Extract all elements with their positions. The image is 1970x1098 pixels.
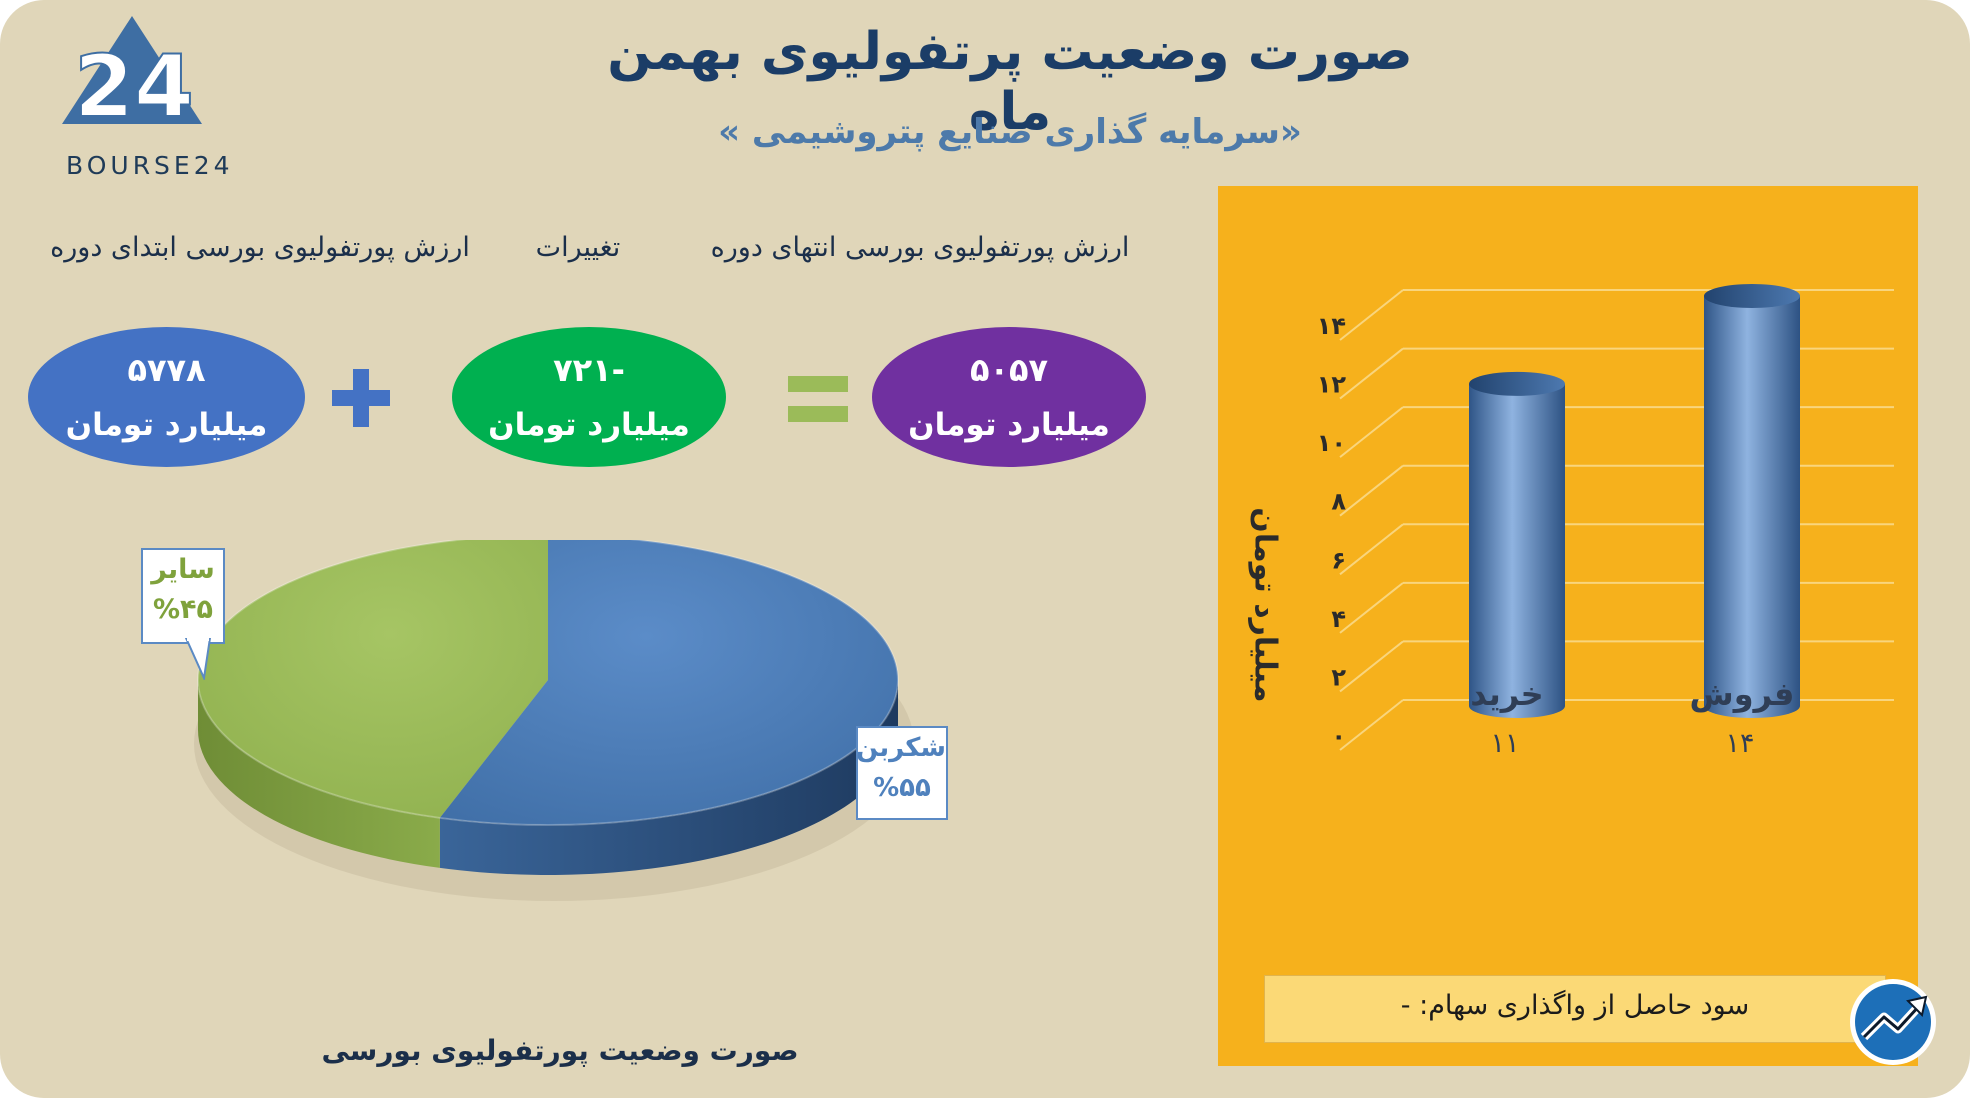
x-category-label: فروش [1690, 675, 1795, 713]
bar-top-1 [1704, 284, 1800, 308]
page-title: صورت وضعیت پرتفولیوی بهمن ماه [607, 22, 1413, 142]
y-tick-label: ۱۰ [1317, 429, 1346, 457]
end-value-unit: میلیارد تومان [908, 407, 1110, 443]
x-category-label: خرید [1470, 675, 1543, 713]
bar-0 [1469, 383, 1565, 718]
pie-slice-shekarban [439, 540, 898, 825]
pie-rim [197, 540, 899, 826]
start-value-number: ۵۷۷۸ [127, 351, 206, 389]
profit-from-sale-box: سود حاصل از واگذاری سهام: - [1264, 975, 1886, 1043]
bar-value-label: ۱۴ [1725, 728, 1754, 759]
logo-text: BOURSE24 [66, 151, 234, 180]
end-value-number: ۵۰۵۷ [969, 351, 1049, 389]
shekarban-slice-percent: %۵۵ [873, 773, 931, 803]
logo-mark: 24 [74, 37, 194, 137]
change-unit: میلیارد تومان [488, 407, 690, 443]
shekarban-slice-callout: شکربن %۵۵ [856, 726, 948, 820]
bar-value-label: ۱۱ [1490, 728, 1519, 759]
grid-diagonal [1339, 347, 1404, 400]
other-slice-callout: سایر %۴۵ [141, 548, 225, 644]
grid-diagonal [1339, 582, 1404, 634]
pie-slice-other [198, 540, 548, 818]
page-subtitle: «سرمایه گذاری صنایع پتروشیمی » [718, 112, 1302, 152]
other-callout-pointer [184, 638, 212, 680]
bar-1 [1704, 296, 1800, 718]
change-number: -۷۲۱ [553, 351, 625, 389]
start-value-label: ارزش پورتفولیوی بورسی ابتدای دوره [50, 232, 470, 263]
y-tick-label: ۰ [1331, 722, 1346, 750]
equals-icon [788, 376, 848, 422]
y-tick-label: ۶ [1331, 546, 1346, 574]
grid-diagonal [1339, 640, 1404, 693]
plus-icon [332, 369, 390, 427]
bourse24-logo: 24 [62, 16, 202, 138]
trend-up-icon [1850, 979, 1936, 1065]
shekarban-slice-label: شکربن [855, 733, 946, 763]
grid-diagonal [1339, 289, 1404, 341]
end-value-oval: ۵۰۵۷ میلیارد تومان [872, 327, 1146, 467]
buy-sell-bar-chart: ۰ ۲ ۴ ۶ ۸ ۱۰ ۱۲ ۱۴ خرید ۱۱ فروش ۱۴ [1317, 284, 1894, 759]
start-value-oval: ۵۷۷۸ میلیارد تومان [28, 327, 305, 467]
grid-diagonal [1339, 464, 1404, 517]
pie-side-shekarban [439, 680, 898, 875]
end-value-label: ارزش پورتفولیوی بورسی انتهای دوره [710, 232, 1130, 263]
pie-chart-caption: صورت وضعیت پورتفولیوی بورسی [321, 1034, 799, 1067]
other-slice-label: سایر [151, 554, 215, 585]
start-value-unit: میلیارد تومان [65, 407, 268, 443]
grid-diagonal [1339, 523, 1404, 576]
grid-diagonal [1339, 406, 1404, 458]
change-label: تغییرات [535, 232, 621, 263]
bar-top-0 [1469, 371, 1565, 396]
grid-diagonal [1339, 699, 1404, 751]
y-tick-label: ۱۲ [1317, 371, 1347, 399]
change-oval: -۷۲۱ میلیارد تومان [452, 327, 726, 467]
bar-y-axis-label: میلیارد تومان [1247, 507, 1283, 703]
other-slice-percent: %۴۵ [152, 594, 213, 625]
bar-chart-panel [1218, 186, 1918, 1066]
y-tick-label: ۲ [1331, 663, 1346, 691]
y-tick-label: ۸ [1331, 488, 1346, 516]
portfolio-pie-chart [194, 540, 914, 901]
y-tick-label: ۱۴ [1317, 312, 1346, 340]
y-tick-label: ۴ [1331, 605, 1346, 633]
pie-side-other [198, 680, 440, 868]
